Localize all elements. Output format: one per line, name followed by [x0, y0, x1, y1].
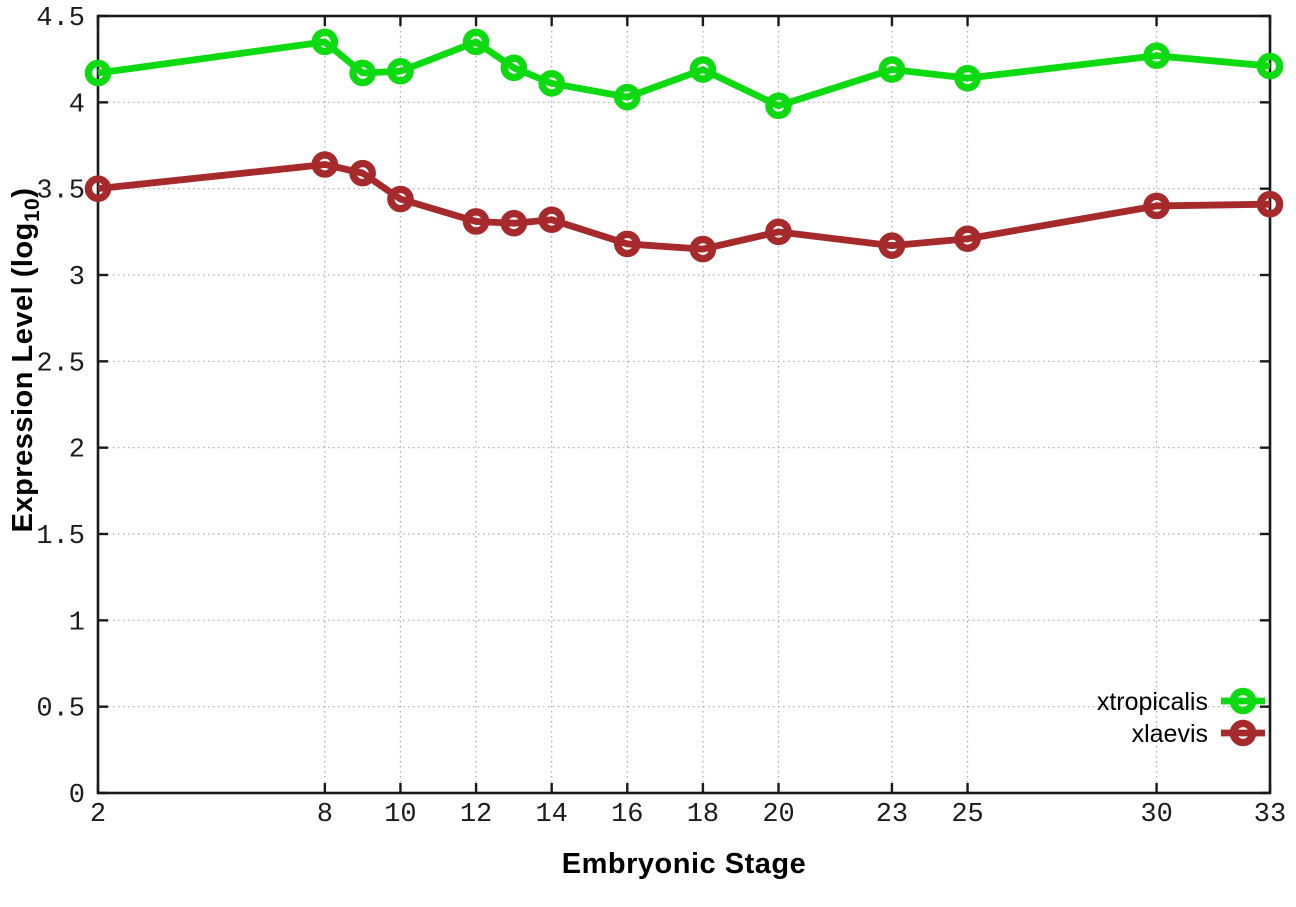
y-tick-label: 2 [69, 436, 85, 466]
y-axis-title-subscript: 10 [20, 197, 44, 223]
y-axis-title-text: Expression Level (log [7, 222, 40, 533]
y-tick-label: 0 [69, 781, 85, 811]
y-tick-label: 1 [69, 608, 85, 638]
data-point-xlaevis [538, 206, 565, 234]
x-tick-label: 14 [535, 800, 567, 830]
data-point-xtropicalis [689, 56, 717, 83]
x-tick-label: 33 [1254, 800, 1286, 830]
series-line-xlaevis [97, 161, 1271, 253]
x-tick-label: 25 [951, 800, 983, 830]
x-tick-label: 10 [384, 800, 416, 830]
data-point-xlaevis [462, 208, 490, 235]
x-tick-label: 30 [1140, 800, 1172, 830]
series-line-xtropicalis [97, 38, 1271, 110]
data-point-xtropicalis [1143, 42, 1170, 70]
y-tick-label: 0.5 [36, 695, 85, 725]
data-point-xtropicalis [538, 70, 565, 97]
data-point-xlaevis [500, 209, 528, 237]
legend-sample-marker [1229, 687, 1257, 715]
y-tick-label: 3.5 [36, 177, 85, 207]
data-point-xlaevis [765, 218, 792, 246]
data-point-xlaevis [311, 151, 339, 178]
y-tick-label: 1.5 [36, 522, 85, 552]
data-point-xtropicalis [84, 59, 112, 87]
data-point-xlaevis [1256, 190, 1284, 218]
data-point-xtropicalis [387, 57, 414, 85]
data-point-xlaevis [1143, 192, 1170, 220]
legend-sample-marker [1229, 719, 1257, 747]
data-point-xlaevis [387, 185, 414, 213]
x-tick-label: 18 [687, 800, 719, 830]
data-point-xtropicalis [311, 28, 339, 56]
x-tick-label: 20 [762, 800, 794, 830]
data-point-xtropicalis [613, 83, 641, 111]
y-tick-label: 4 [69, 90, 85, 120]
data-point-xlaevis [349, 159, 376, 187]
data-point-xlaevis [689, 235, 717, 263]
y-tick-label: 4.5 [36, 4, 85, 34]
legend-label-xlaevis: xlaevis [1132, 720, 1208, 748]
legend-label-xtropicalis: xtropicalis [1097, 688, 1208, 716]
y-axis-title-close: ) [7, 187, 40, 198]
data-point-xtropicalis [349, 59, 376, 87]
x-tick-label: 2 [90, 800, 106, 830]
data-point-xlaevis [954, 225, 981, 253]
data-point-xtropicalis [954, 64, 981, 92]
x-tick-label: 23 [876, 800, 908, 830]
x-tick-label: 8 [317, 800, 333, 830]
data-point-xtropicalis [1256, 52, 1284, 80]
data-point-xlaevis [878, 232, 906, 259]
data-point-xtropicalis [765, 92, 792, 120]
y-axis-title: Expression Level (log10) [7, 188, 45, 533]
data-point-xlaevis [84, 175, 112, 202]
y-tick-label: 2.5 [36, 349, 85, 379]
x-axis-title: Embryonic Stage [561, 848, 807, 880]
y-tick-label: 3 [69, 263, 85, 293]
data-point-xtropicalis [500, 54, 528, 82]
data-point-xtropicalis [462, 28, 490, 56]
data-point-xlaevis [613, 230, 641, 258]
data-point-xtropicalis [878, 56, 906, 83]
x-tick-label: 12 [460, 800, 492, 830]
x-tick-label: 16 [611, 800, 643, 830]
plot-border [96, 14, 1272, 795]
